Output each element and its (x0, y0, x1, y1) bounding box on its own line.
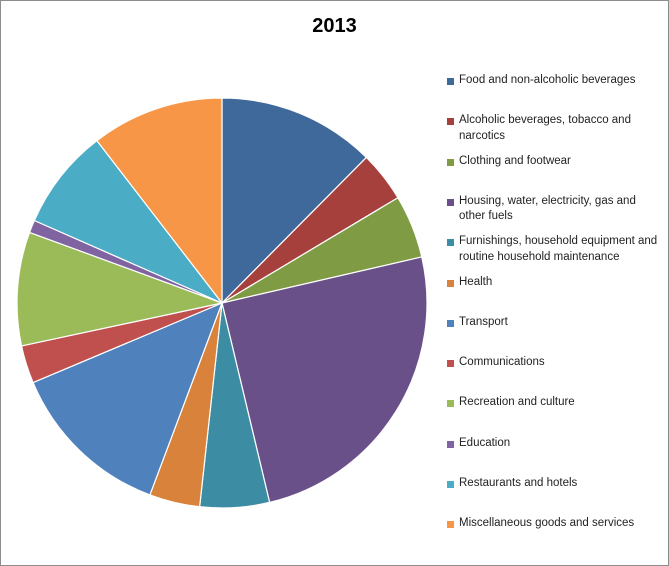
legend-label: Food and non-alcoholic beverages (459, 74, 636, 86)
legend-item: Alcoholic beverages, tobacco and narcoti… (447, 113, 662, 144)
pie-slice (32, 302, 223, 496)
legend-label: Restaurants and hotels (459, 477, 578, 489)
legend-swatch (447, 279, 454, 287)
pie-slice (221, 97, 367, 304)
legend-swatch (447, 521, 454, 529)
legend-swatch (447, 239, 454, 247)
legend-label: Housing, water, electricity, gas and oth… (459, 194, 636, 223)
legend-label: Miscellaneous goods and services (459, 517, 635, 530)
legend-item: Transport (447, 315, 662, 331)
pie-slice (221, 256, 428, 503)
legend-item: Communications (447, 355, 662, 371)
legend-swatch (447, 440, 454, 448)
pie-slice (33, 140, 223, 304)
legend-label: Recreation and culture (459, 396, 575, 409)
legend-swatch (447, 118, 454, 126)
legend-label: Health (459, 275, 493, 288)
legend-swatch (447, 198, 454, 206)
legend-swatch (447, 360, 454, 368)
legend-swatch (447, 78, 454, 85)
legend-item: Furnishings, household equipment and rou… (447, 234, 662, 265)
legend-item: Miscellaneous goods and services (447, 516, 662, 532)
legend-item: Clothing and footwear (447, 154, 662, 170)
legend-swatch (447, 400, 454, 408)
legend-item: Restaurants and hotels (447, 476, 662, 492)
legend-item: Health (447, 275, 662, 291)
legend-label: Clothing and footwear (459, 154, 571, 167)
legend-label: Transport (459, 315, 508, 328)
legend-item: Education (447, 436, 662, 452)
chart-title: 2013 (312, 15, 357, 37)
legend-label: Communications (459, 356, 545, 369)
legend-swatch (447, 319, 454, 327)
legend-label: Furnishings, household equipment and rou… (459, 235, 658, 263)
legend-item: Housing, water, electricity, gas and oth… (447, 194, 662, 225)
legend-item: Food and non-alcoholic beverages (447, 73, 662, 89)
legend-item: Recreation and culture (447, 395, 662, 411)
pie-slice (96, 97, 223, 304)
pie-slice (16, 231, 223, 347)
legend-swatch (447, 158, 454, 166)
legend-label: Education (459, 436, 511, 449)
legend-label: Alcoholic beverages, tobacco and narcoti… (459, 114, 631, 142)
legend-swatch (447, 481, 454, 488)
